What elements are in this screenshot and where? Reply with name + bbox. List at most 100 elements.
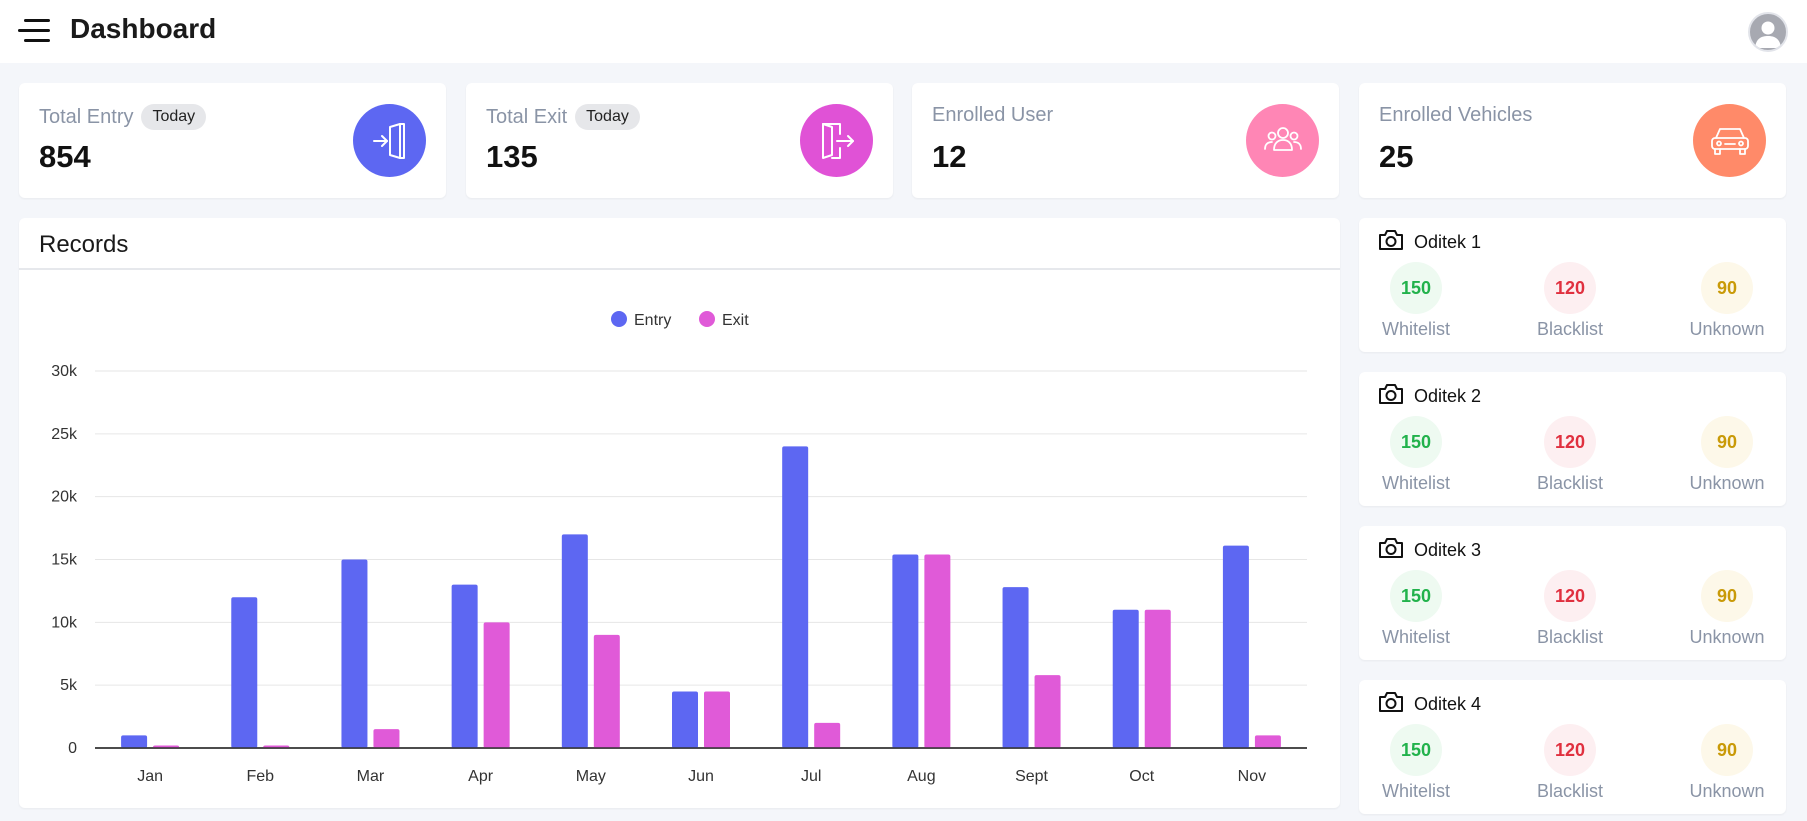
camera-stat-unknown: 90 Unknown (1672, 416, 1782, 494)
bar-exit-jun (704, 691, 730, 748)
stat-value: 25 (1379, 139, 1414, 174)
unknown-label: Unknown (1689, 627, 1765, 647)
stat-card-enrolled-user: Enrolled User 12 (912, 83, 1339, 198)
blacklist-count: 120 (1544, 724, 1596, 776)
camera-card[interactable]: Oditek 4 150 Whitelist 120 Blacklist 90 Unknow… (1359, 680, 1786, 814)
blacklist-count: 120 (1544, 416, 1596, 468)
x-tick-label: Feb (246, 768, 274, 785)
stat-value: 135 (486, 139, 538, 174)
blacklist-label: Blacklist (1536, 319, 1603, 339)
x-tick-label: Nov (1238, 768, 1266, 785)
camera-card-header: Oditek 4 (1378, 690, 1481, 719)
exit-door-icon (800, 104, 873, 177)
camera-name: Oditek 4 (1414, 694, 1482, 714)
x-tick-label: Jun (688, 768, 714, 785)
user-avatar-icon[interactable] (1748, 12, 1788, 52)
camera-stat-blacklist: 120 Blacklist (1515, 416, 1625, 494)
y-tick-label: 20k (51, 489, 78, 506)
blacklist-label: Blacklist (1536, 627, 1603, 647)
unknown-count: 90 (1701, 416, 1753, 468)
y-tick-label: 25k (51, 426, 78, 443)
camera-stat-whitelist: 150 Whitelist (1361, 262, 1471, 340)
stat-card-total-entry: Total Entry Today 854 (19, 83, 446, 198)
camera-name: Oditek 2 (1414, 386, 1482, 406)
unknown-count: 90 (1701, 262, 1753, 314)
camera-card[interactable]: Oditek 3 150 Whitelist 120 Blacklist 90 Unknow… (1359, 526, 1786, 660)
records-bar-chart: 0 5k 10k 15k 20k 25k 30k Jan Feb Mar Apr May Jun Jul A… (51, 311, 1307, 785)
entry-door-icon (353, 104, 426, 177)
y-tick-label: 30k (51, 363, 78, 380)
bar-exit-apr (483, 622, 510, 748)
x-tick-label: Apr (468, 768, 494, 785)
camera-stat-unknown: 90 Unknown (1672, 724, 1782, 802)
y-tick-label: 5k (60, 677, 78, 694)
blacklist-count: 120 (1544, 262, 1596, 314)
bar-entry-nov (1222, 545, 1249, 748)
camera-icon (1378, 536, 1404, 565)
stat-title: Total Exit Today (486, 104, 640, 130)
today-badge: Today (575, 104, 640, 130)
stat-card-total-exit: Total Exit Today 135 (466, 83, 893, 198)
whitelist-count: 150 (1390, 262, 1442, 314)
bar-entry-feb (231, 597, 258, 748)
unknown-label: Unknown (1689, 319, 1765, 339)
y-tick-label: 10k (51, 614, 78, 631)
camera-name: Oditek 1 (1414, 232, 1482, 252)
camera-stat-whitelist: 150 Whitelist (1361, 570, 1471, 648)
blacklist-label: Blacklist (1536, 781, 1603, 801)
stat-title: Enrolled User (932, 104, 1054, 126)
whitelist-label: Whitelist (1381, 319, 1450, 339)
unknown-label: Unknown (1689, 473, 1765, 493)
legend-label-exit: Exit (722, 312, 749, 329)
camera-stat-unknown: 90 Unknown (1672, 570, 1782, 648)
y-tick-label: 0 (68, 740, 77, 757)
top-bar: Dashboard (0, 0, 1807, 63)
bar-entry-mar (341, 559, 368, 748)
camera-stat-blacklist: 120 Blacklist (1515, 724, 1625, 802)
bar-entry-jan (121, 735, 148, 748)
records-title: Records (39, 231, 129, 258)
x-tick-label: Oct (1129, 768, 1154, 785)
bar-exit-may (593, 634, 620, 748)
bar-exit-nov (1254, 735, 1281, 748)
camera-stat-unknown: 90 Unknown (1672, 262, 1782, 340)
camera-stat-whitelist: 150 Whitelist (1361, 416, 1471, 494)
today-badge: Today (141, 104, 207, 130)
stat-value: 12 (932, 139, 967, 174)
stat-card-enrolled-vehicles: Enrolled Vehicles 25 (1359, 83, 1786, 198)
camera-card-header: Oditek 2 (1378, 382, 1481, 411)
x-tick-label: Sept (1015, 768, 1048, 785)
x-tick-label: Jul (801, 768, 821, 785)
page-title: Dashboard (70, 13, 217, 44)
whitelist-label: Whitelist (1381, 781, 1450, 801)
bar-entry-aug (892, 554, 919, 748)
blacklist-count: 120 (1544, 570, 1596, 622)
x-tick-label: Mar (357, 768, 385, 785)
camera-card[interactable]: Oditek 2 150 Whitelist 120 Blacklist 90 Unknow… (1359, 372, 1786, 506)
camera-stat-whitelist: 150 Whitelist (1361, 724, 1471, 802)
bar-entry-sept (1002, 587, 1029, 748)
camera-card[interactable]: Oditek 1 150 Whitelist 120 Blacklist 90 Unknow… (1359, 218, 1786, 352)
camera-icon (1378, 228, 1404, 257)
x-tick-label: Aug (907, 768, 935, 785)
car-icon (1693, 104, 1766, 177)
camera-icon (1378, 382, 1404, 411)
legend-label-entry: Entry (634, 312, 671, 329)
whitelist-count: 150 (1390, 416, 1442, 468)
camera-card-header: Oditek 3 (1378, 536, 1481, 565)
x-tick-label: Jan (137, 768, 163, 785)
unknown-count: 90 (1701, 724, 1753, 776)
stat-value: 854 (39, 139, 91, 174)
hamburger-menu-icon[interactable] (16, 16, 52, 46)
legend-marker-exit (699, 311, 715, 327)
stat-title: Total Entry Today (39, 104, 207, 130)
camera-icon (1378, 690, 1404, 719)
stat-title: Enrolled Vehicles (1379, 104, 1533, 126)
whitelist-count: 150 (1390, 570, 1442, 622)
whitelist-count: 150 (1390, 724, 1442, 776)
camera-card-header: Oditek 1 (1378, 228, 1481, 257)
unknown-count: 90 (1701, 570, 1753, 622)
camera-stat-blacklist: 120 Blacklist (1515, 262, 1625, 340)
bar-entry-apr (451, 584, 478, 748)
blacklist-label: Blacklist (1536, 473, 1603, 493)
